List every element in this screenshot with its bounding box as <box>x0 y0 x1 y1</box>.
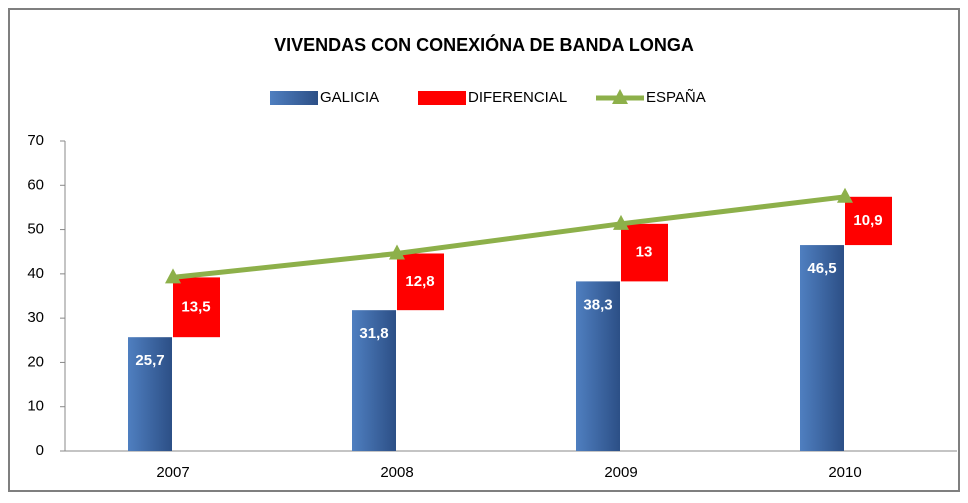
y-tick-label: 60 <box>27 176 44 193</box>
y-tick-label: 20 <box>27 353 44 370</box>
diff-bar <box>397 253 444 311</box>
data-label: 38,3 <box>583 296 612 313</box>
legend-swatch <box>270 91 318 105</box>
line-marker <box>837 187 853 203</box>
data-label: 25,7 <box>135 352 164 369</box>
y-tick-label: 50 <box>27 221 44 238</box>
legend-label: DIFERENCIAL <box>468 89 567 106</box>
bar <box>800 245 844 451</box>
y-tick-label: 0 <box>36 442 44 459</box>
line <box>172 194 846 280</box>
legend-marker <box>612 89 628 104</box>
data-label: 31,8 <box>359 325 388 342</box>
y-tick-label: 40 <box>27 265 44 282</box>
chart-title: VIVENDAS CON CONEXIÓNA DE BANDA LONGA <box>274 34 694 55</box>
x-tick-label: 2008 <box>380 464 413 481</box>
legend-swatch <box>418 91 466 105</box>
data-label: 13 <box>636 244 653 261</box>
bar <box>352 310 396 451</box>
data-label: 10,9 <box>853 212 882 229</box>
line-marker <box>165 268 181 284</box>
legend-label: ESPAÑA <box>646 89 706 106</box>
x-tick-label: 2010 <box>828 464 861 481</box>
data-label: 46,5 <box>807 260 836 277</box>
y-tick-label: 10 <box>27 398 44 415</box>
diff-bar <box>173 277 220 338</box>
x-tick-label: 2007 <box>156 464 189 481</box>
line-marker <box>613 214 629 230</box>
data-label: 12,8 <box>405 273 434 290</box>
y-tick-label: 30 <box>27 309 44 326</box>
line-marker <box>389 244 405 260</box>
data-label: 13,5 <box>181 298 210 315</box>
bar <box>576 281 620 451</box>
diff-bar <box>621 223 668 282</box>
y-tick-label: 70 <box>27 132 44 149</box>
diff-bar <box>845 196 892 246</box>
x-tick-label: 2009 <box>604 464 637 481</box>
legend-label: GALICIA <box>320 89 379 106</box>
bar <box>128 337 172 451</box>
